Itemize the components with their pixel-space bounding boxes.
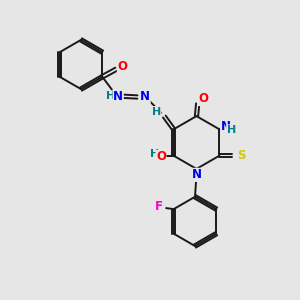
Text: H: H bbox=[150, 149, 159, 159]
Text: S: S bbox=[237, 149, 245, 162]
Text: H: H bbox=[106, 91, 115, 101]
Text: F: F bbox=[154, 200, 162, 213]
Text: O: O bbox=[117, 60, 128, 73]
Text: N: N bbox=[221, 120, 231, 134]
Text: H: H bbox=[227, 125, 236, 135]
Text: O: O bbox=[198, 92, 208, 106]
Text: N: N bbox=[140, 90, 150, 103]
Text: H: H bbox=[152, 106, 161, 117]
Text: N: N bbox=[113, 89, 123, 103]
Text: N: N bbox=[191, 168, 202, 182]
Text: O: O bbox=[156, 150, 166, 164]
